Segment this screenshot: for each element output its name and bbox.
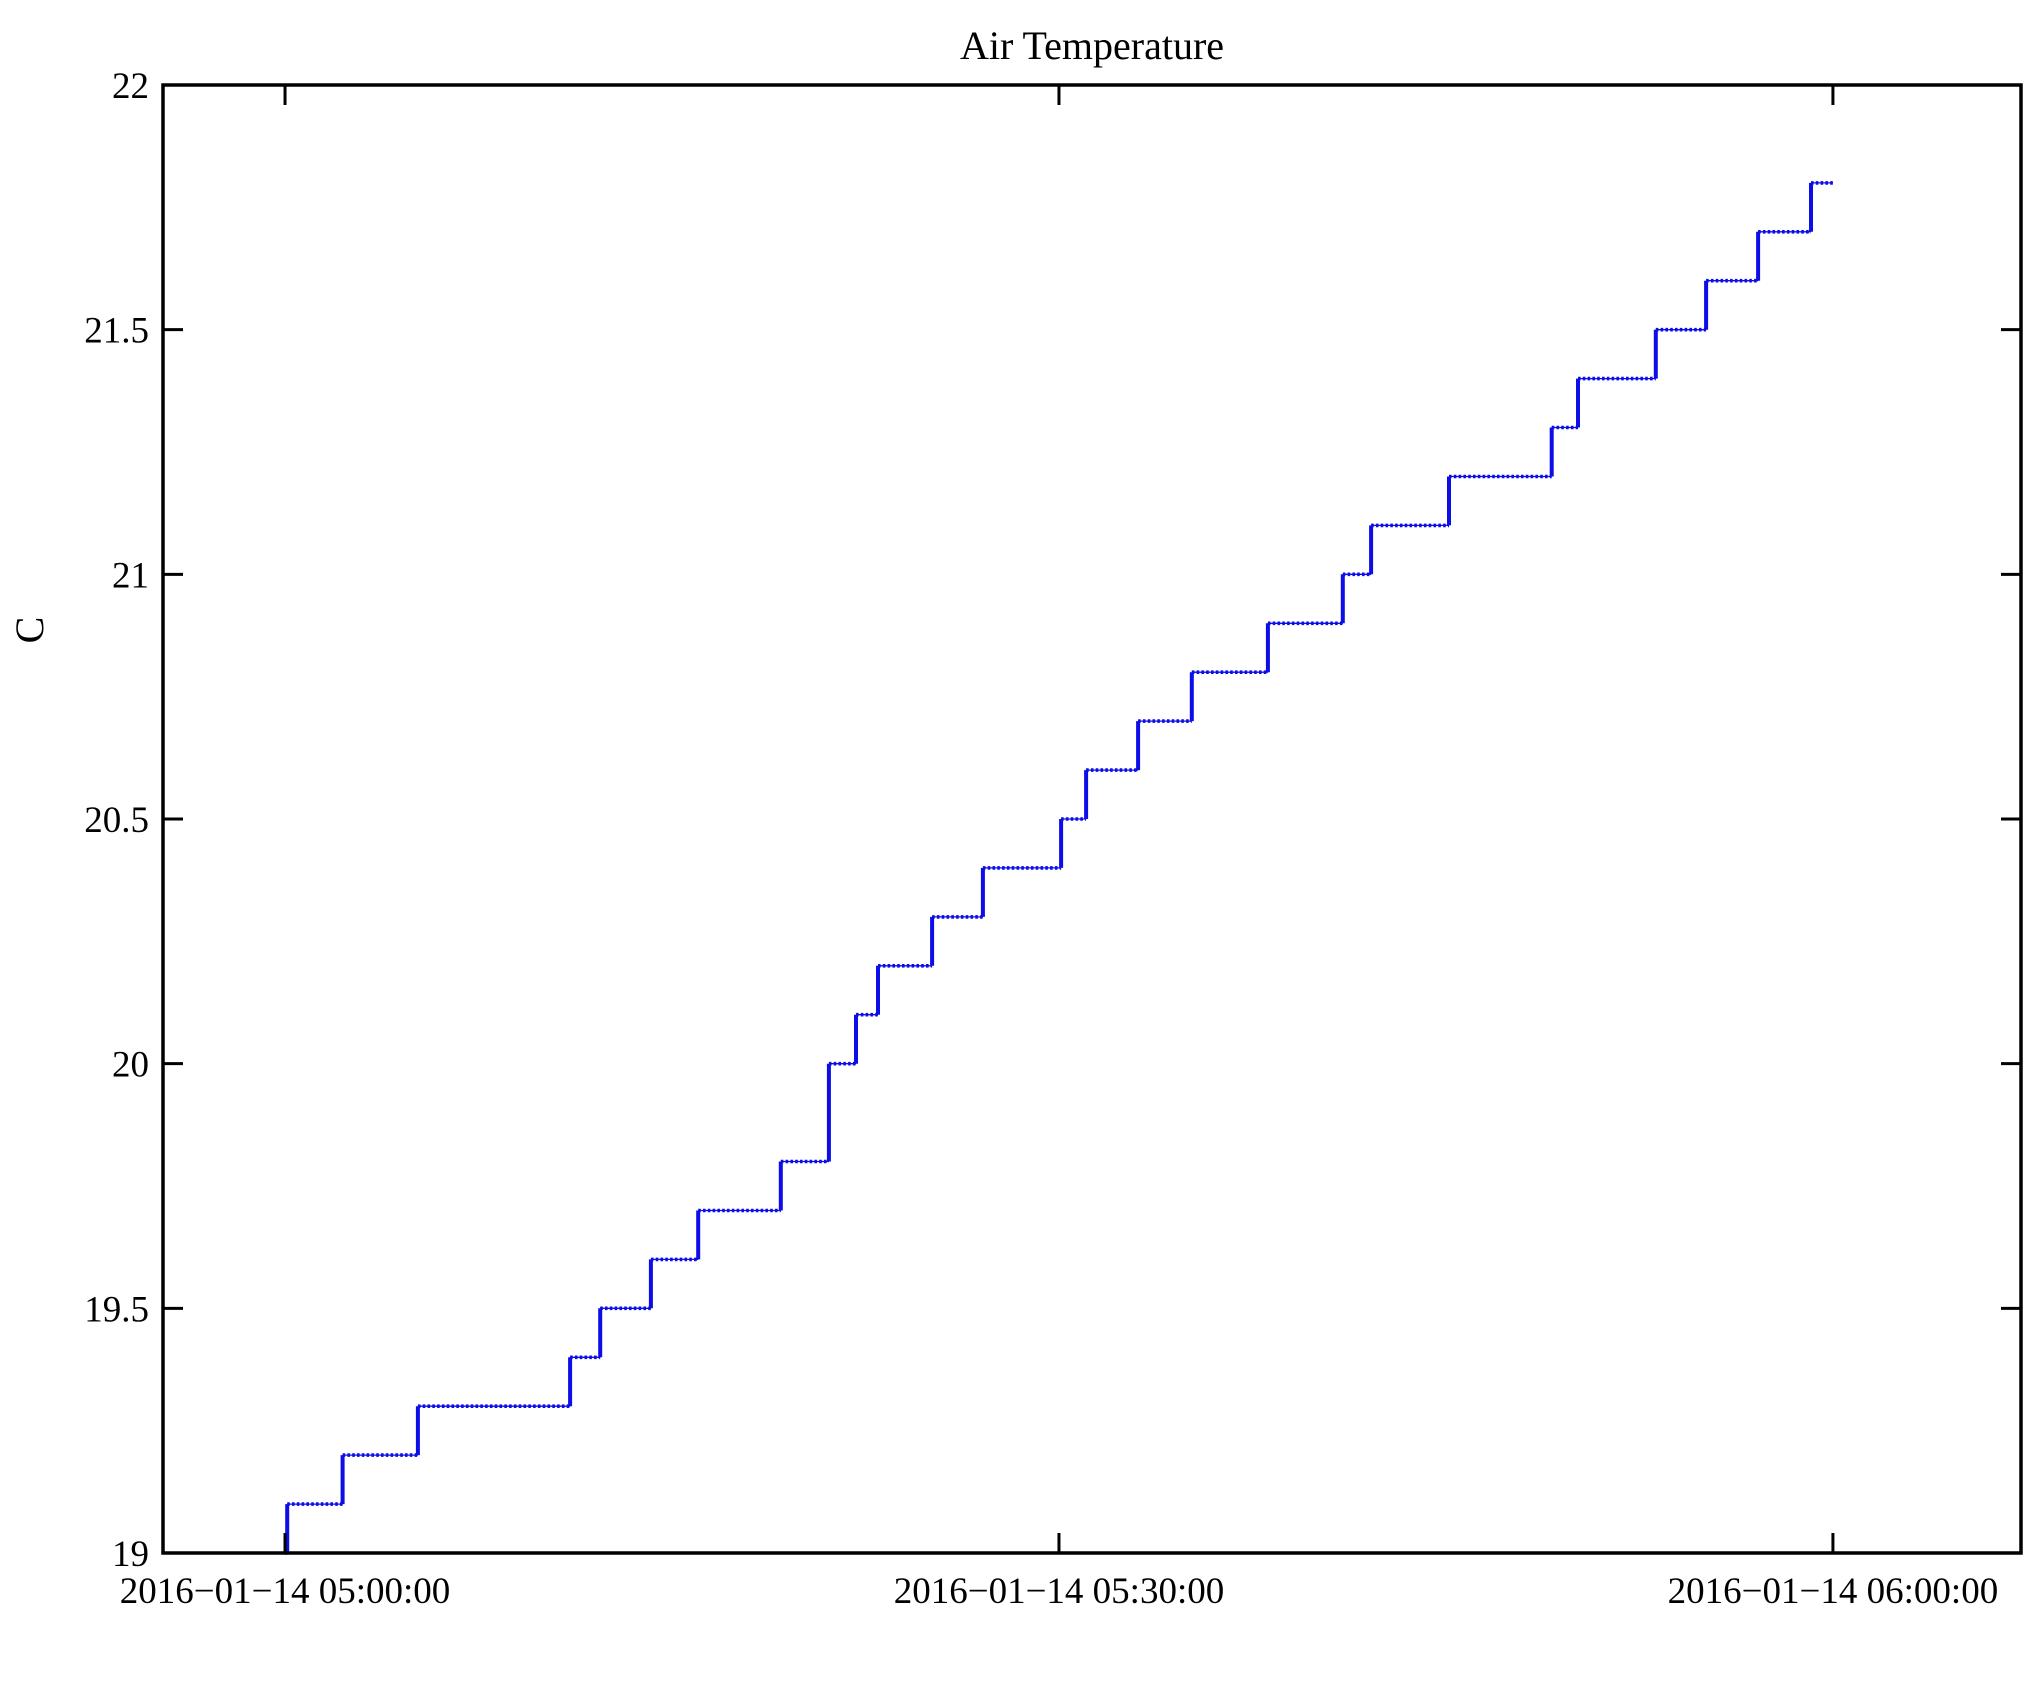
y-tick-label: 21 — [112, 555, 149, 596]
y-tick-label: 22 — [112, 66, 149, 107]
y-tick-label: 19 — [112, 1534, 149, 1575]
temperature-line-horizontal-core — [285, 182, 1833, 1554]
chart-title: Air Temperature — [959, 23, 1225, 68]
y-tick-label: 19.5 — [84, 1289, 149, 1330]
y-tick-label: 20 — [112, 1045, 149, 1086]
plot-border — [161, 83, 2023, 1555]
y-tick-label: 21.5 — [84, 311, 149, 352]
y-tick-label: 20.5 — [84, 800, 149, 841]
x-tick-label: 2016−01−14 05:30:00 — [894, 1571, 1225, 1612]
x-tick-label: 2016−01−14 06:00:00 — [1668, 1571, 1999, 1612]
temperature-line-risers — [285, 182, 1813, 1553]
x-tick-label: 2016−01−14 05:00:00 — [120, 1571, 451, 1612]
